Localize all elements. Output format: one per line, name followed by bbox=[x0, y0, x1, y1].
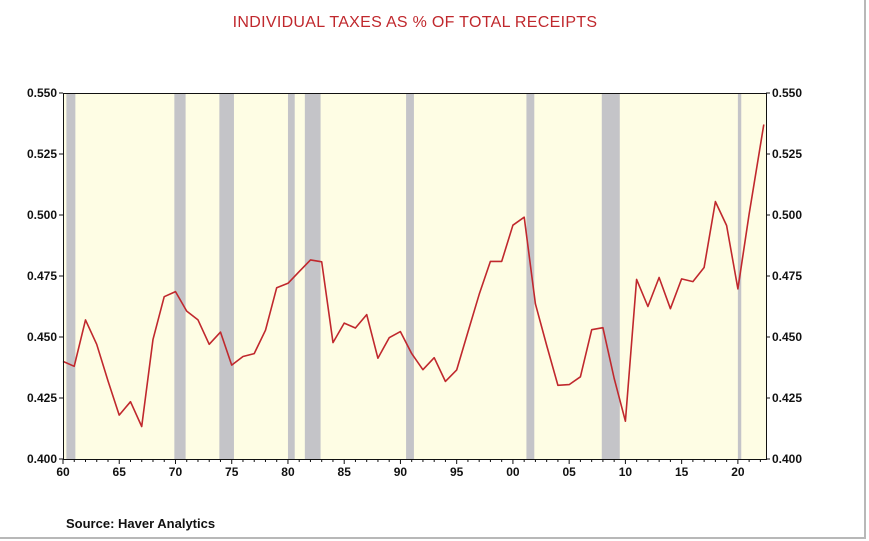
series-lines bbox=[62, 124, 765, 428]
plot-area bbox=[63, 93, 766, 459]
y-tick-label-left: 0.400 bbox=[27, 452, 57, 466]
y-tick-label-left: 0.500 bbox=[27, 208, 57, 222]
x-tick-label: 90 bbox=[394, 465, 408, 479]
x-tick-label: 85 bbox=[338, 465, 352, 479]
x-tick-label: 05 bbox=[562, 465, 576, 479]
x-tick-label: 95 bbox=[450, 465, 464, 479]
y-tick-label-right: 0.525 bbox=[772, 147, 802, 161]
y-tick-label-right: 0.550 bbox=[772, 86, 802, 100]
y-tick-label-left: 0.475 bbox=[27, 269, 57, 283]
chart-title: INDIVIDUAL TAXES AS % OF TOTAL RECEIPTS bbox=[232, 14, 598, 31]
y-tick-label-left: 0.425 bbox=[27, 391, 57, 405]
recession-band bbox=[287, 93, 295, 459]
recession-band bbox=[406, 93, 414, 459]
y-tick-label-right: 0.425 bbox=[772, 391, 802, 405]
axes: 0.400 0.400 0.425 0.425 0.450 0.450 0.475 0.475… bbox=[27, 86, 802, 479]
x-tick-label: 65 bbox=[113, 465, 127, 479]
y-tick-label-right: 0.450 bbox=[772, 330, 802, 344]
recession-band bbox=[304, 93, 321, 459]
x-tick-label: 70 bbox=[169, 465, 183, 479]
recession-band bbox=[66, 93, 76, 459]
y-tick-label-left: 0.525 bbox=[27, 147, 57, 161]
recession-bands bbox=[66, 93, 742, 459]
y-tick-label-right: 0.500 bbox=[772, 208, 802, 222]
x-tick-label: 60 bbox=[56, 465, 70, 479]
x-tick-label: 80 bbox=[281, 465, 295, 479]
recession-band bbox=[601, 93, 620, 459]
y-tick-label-right: 0.400 bbox=[772, 452, 802, 466]
x-tick-label: 15 bbox=[675, 465, 689, 479]
series-line bbox=[62, 124, 765, 428]
x-tick-label: 10 bbox=[619, 465, 633, 479]
x-tick-label: 20 bbox=[731, 465, 745, 479]
x-tick-label: 00 bbox=[506, 465, 520, 479]
recession-band bbox=[219, 93, 234, 459]
y-tick-label-left: 0.550 bbox=[27, 86, 57, 100]
y-tick-label-left: 0.450 bbox=[27, 330, 57, 344]
y-tick-label-right: 0.475 bbox=[772, 269, 802, 283]
source-note: Source: Haver Analytics bbox=[66, 516, 216, 531]
recession-band bbox=[526, 93, 535, 459]
recession-band bbox=[174, 93, 186, 459]
x-tick-label: 75 bbox=[225, 465, 239, 479]
